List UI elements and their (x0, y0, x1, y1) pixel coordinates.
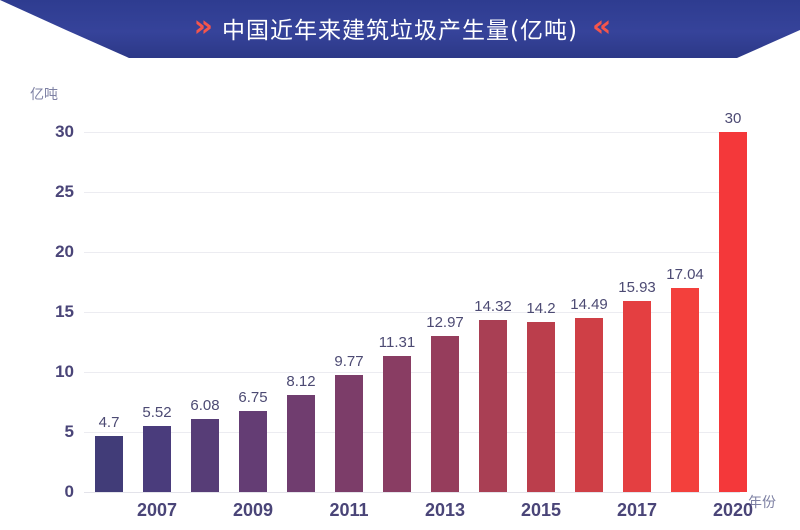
bar[interactable]: 11.31 (379, 334, 415, 492)
bar[interactable]: 12.97 (426, 314, 464, 492)
bar[interactable]: 5.52 (142, 404, 172, 492)
x-axis-tick-label: 2017 (616, 500, 658, 520)
gridline (84, 372, 740, 373)
bar[interactable]: 30 (719, 110, 747, 492)
x-axis-tick-label: 2020 (712, 500, 754, 520)
bar[interactable]: 8.12 (286, 373, 316, 492)
bar-value-label: 4.7 (98, 413, 120, 431)
bar-value-label: 11.31 (378, 334, 416, 352)
bar[interactable]: 9.77 (334, 353, 364, 492)
chart-title: 中国近年来建筑垃圾产生量(亿吨) (222, 18, 578, 44)
y-axis-tick-label: 30 (55, 122, 74, 141)
bar[interactable]: 15.93 (618, 279, 656, 492)
bar-value-label: 30 (724, 110, 742, 127)
bar[interactable]: 6.75 (238, 389, 268, 492)
bar-value-label: 5.52 (142, 403, 172, 421)
y-axis-title: 亿吨 (30, 87, 58, 103)
bar[interactable]: 17.04 (666, 266, 704, 492)
double-chevron-right-icon: » (193, 9, 214, 44)
bar-value-label: 14.2 (526, 299, 556, 317)
bar-chart: 亿吨 年份 0 5 10 15 20 25 30 4.7 5.52 6.08 6.75 8.12 9.… (0, 58, 800, 530)
x-axis-tick-label: 2007 (136, 500, 178, 520)
gridline (84, 192, 740, 193)
y-axis-tick-label: 20 (55, 242, 74, 261)
x-axis-tick-label: 2011 (329, 500, 369, 520)
bar-value-label: 8.12 (286, 372, 316, 390)
bar[interactable]: 14.32 (474, 298, 512, 492)
x-axis-tick-label: 2013 (424, 500, 466, 520)
bar[interactable]: 14.2 (526, 300, 556, 492)
gridline (84, 252, 740, 253)
bar[interactable]: 6.08 (190, 397, 220, 492)
bar-value-label: 12.97 (426, 314, 464, 332)
x-axis-title: 年份 (748, 495, 776, 511)
y-axis-tick-label: 15 (55, 302, 74, 321)
bar-value-label: 15.93 (618, 278, 656, 296)
gridline (84, 432, 740, 433)
x-axis-tick-label: 2009 (232, 500, 274, 520)
bar[interactable]: 14.49 (570, 296, 608, 492)
x-axis-tick-label: 2015 (520, 500, 562, 520)
plot-area: 0 5 10 15 20 25 30 4.7 5.52 6.08 6.75 8.12 9.77 11.3… (55, 110, 753, 520)
bar-value-label: 6.08 (190, 397, 220, 415)
bar-value-label: 14.32 (474, 298, 512, 316)
title-banner: » 中国近年来建筑垃圾产生量(亿吨) « (0, 0, 800, 58)
bar[interactable]: 4.7 (95, 414, 123, 492)
y-axis-tick-label: 0 (64, 482, 74, 501)
gridline (84, 492, 740, 493)
y-axis-tick-label: 10 (55, 362, 74, 381)
y-axis-tick-label: 25 (55, 182, 74, 201)
banner-content: » 中国近年来建筑垃圾产生量(亿吨) « (0, 0, 800, 58)
y-axis-tick-label: 5 (64, 422, 74, 441)
bar-value-label: 9.77 (334, 352, 364, 370)
bar-value-label: 6.75 (238, 389, 268, 406)
bar-value-label: 14.49 (570, 296, 608, 314)
bar-value-label: 17.04 (666, 265, 704, 283)
banner-background (0, 0, 800, 58)
gridline (84, 312, 740, 313)
gridline (84, 132, 740, 133)
double-chevron-left-icon: « (591, 9, 612, 44)
